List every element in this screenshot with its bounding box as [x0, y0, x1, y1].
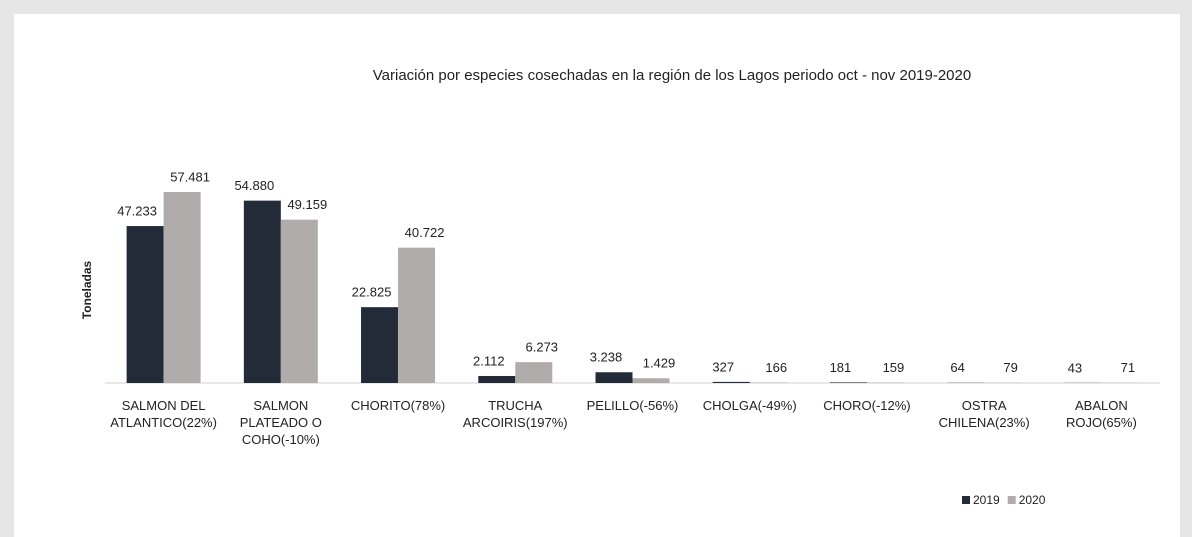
data-label: 22.825	[352, 285, 392, 300]
legend-label: 2020	[1019, 493, 1046, 507]
x-tick-label: TRUCHA ARCOIRIS(197%)	[463, 398, 568, 430]
bar	[126, 226, 164, 383]
x-tick-label: ABALON ROJO(65%)	[1066, 398, 1137, 430]
data-label: 166	[765, 360, 787, 375]
data-label: 6.273	[526, 340, 559, 355]
bar	[632, 378, 670, 383]
data-label: 40.722	[405, 225, 445, 240]
data-label: 181	[830, 360, 852, 375]
bar	[515, 362, 553, 383]
x-tick-label: CHORITO(78%)	[351, 398, 445, 413]
data-label: 57.481	[170, 169, 210, 184]
bar	[478, 375, 516, 383]
data-label: 3.238	[590, 350, 623, 365]
x-tick-label: SALMON PLATEADO O COHO(-10%)	[240, 398, 322, 447]
legend-swatch	[962, 496, 970, 504]
chart-title: Variación por especies cosechadas en la …	[373, 67, 971, 84]
bar	[866, 382, 904, 383]
bar	[398, 247, 436, 383]
x-tick-label: PELILLO(-56%)	[587, 398, 679, 413]
bar	[749, 382, 787, 383]
bar	[595, 372, 633, 383]
data-label: 79	[1003, 360, 1017, 375]
data-label: 159	[883, 360, 905, 375]
x-tick-label: OSTRA CHILENA(23%)	[939, 398, 1030, 430]
bar	[361, 307, 399, 383]
x-tick-label: CHOLGA(-49%)	[703, 398, 797, 413]
data-label: 49.159	[287, 197, 327, 212]
data-label: 47.233	[117, 203, 157, 218]
legend-label: 2019	[973, 493, 1000, 507]
bar	[163, 192, 201, 383]
data-label: 43	[1068, 360, 1082, 375]
bar	[280, 219, 318, 383]
x-tick-label: SALMON DEL ATLANTICO(22%)	[110, 398, 217, 430]
panel	[14, 14, 1180, 537]
y-axis-label: Toneladas	[80, 260, 94, 319]
data-label: 64	[950, 360, 964, 375]
x-tick-label: CHORO(-12%)	[823, 398, 910, 413]
data-label: 2.112	[473, 353, 505, 368]
bar	[829, 382, 867, 383]
legend-swatch	[1007, 496, 1016, 504]
data-label: 71	[1121, 360, 1135, 375]
bar	[243, 200, 281, 383]
data-label: 1.429	[643, 356, 676, 371]
data-label: 327	[712, 359, 734, 374]
data-label: 54.880	[234, 178, 274, 193]
bar	[712, 381, 750, 383]
